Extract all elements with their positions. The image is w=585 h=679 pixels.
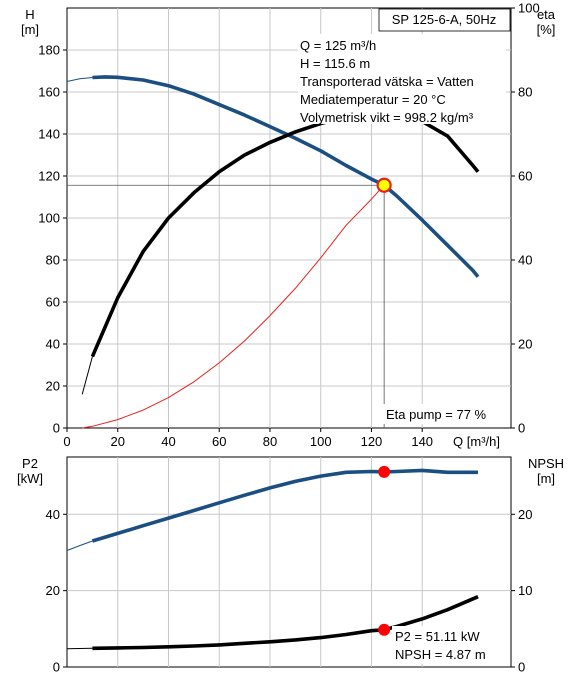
y-left-tick-label: 120 bbox=[38, 169, 60, 184]
bottom-points bbox=[378, 465, 391, 636]
operating-point-marker bbox=[378, 465, 391, 478]
y-right-tick-label: 20 bbox=[518, 507, 532, 522]
x-tick-label: 0 bbox=[63, 434, 70, 449]
y-left-tick-label: 0 bbox=[53, 660, 60, 675]
y-left-label-line1: H bbox=[25, 7, 34, 22]
y-right-tick-label: 0 bbox=[518, 660, 525, 675]
operating-point-marker bbox=[378, 623, 391, 636]
y-left-tick-label: 180 bbox=[38, 43, 60, 58]
x-tick-label: 140 bbox=[411, 434, 433, 449]
y-right-tick-label: 20 bbox=[518, 337, 532, 352]
x-tick-label: 60 bbox=[212, 434, 226, 449]
eta-label-bg bbox=[382, 404, 504, 424]
curve-series bbox=[91, 468, 478, 543]
p2-label-line1: P2 bbox=[22, 456, 38, 471]
p2-value-label: P2 = 51.11 kW bbox=[395, 629, 480, 644]
x-axis-label: Q [m³/h] bbox=[453, 434, 500, 449]
info-line: Q = 125 m³/h bbox=[300, 38, 376, 53]
curve-series-extension bbox=[66, 77, 93, 82]
y-left-tick-label: 20 bbox=[46, 583, 60, 598]
curve-series bbox=[82, 184, 385, 429]
y-left-tick-label: 40 bbox=[46, 337, 60, 352]
y-right-tick-label: 0 bbox=[518, 421, 525, 436]
info-line: Transporterad vätska = Vatten bbox=[300, 74, 474, 89]
title-box bbox=[378, 8, 511, 32]
y-left-tick-label: 0 bbox=[53, 421, 60, 436]
y-right-tick-label: 60 bbox=[518, 169, 532, 184]
x-tick-label: 120 bbox=[361, 434, 383, 449]
info-line: H = 115.6 m bbox=[300, 56, 370, 71]
eta-pump-label: Eta pump = 77 % bbox=[386, 407, 487, 422]
curve-series bbox=[92, 595, 479, 651]
y-left-tick-label: 40 bbox=[46, 507, 60, 522]
y-left-tick-label: 80 bbox=[46, 253, 60, 268]
y-left-label-line2: [m] bbox=[21, 22, 39, 37]
head-efficiency-chart: 0 20 40 60 80 100 120 140 160 180 0 20 40 60 80 100 0 20 4… bbox=[21, 1, 556, 450]
curve-series-extension bbox=[66, 540, 93, 551]
y-right-tick-label: 100 bbox=[518, 1, 540, 16]
y-right-tick-label: 10 bbox=[518, 583, 532, 598]
y-left-tick-label: 100 bbox=[38, 211, 60, 226]
x-tick-label: 20 bbox=[111, 434, 125, 449]
y-left-tick-label: 160 bbox=[38, 85, 60, 100]
y-left-tick-label: 20 bbox=[46, 379, 60, 394]
info-line: Mediatemperatur = 20 °C bbox=[300, 92, 446, 107]
top-grid bbox=[67, 8, 511, 428]
y-right-label-line1: eta bbox=[537, 7, 556, 22]
info-block: Q = 125 m³/h H = 115.6 m Transporterad v… bbox=[298, 34, 506, 125]
power-npsh-chart: 0 20 40 0 10 20 P2 [kW] NPSH [m] P2 = 51.11 k… bbox=[17, 456, 564, 675]
y-left-tick-label: 60 bbox=[46, 295, 60, 310]
npsh-label-line2: [m] bbox=[537, 471, 555, 486]
info-block-bg bbox=[298, 34, 506, 124]
bottom-tick-labels: 0 20 40 0 10 20 bbox=[46, 507, 533, 675]
y-right-label-line2: [%] bbox=[537, 22, 556, 37]
x-tick-label: 40 bbox=[161, 434, 175, 449]
x-tick-label: 100 bbox=[310, 434, 332, 449]
curve-series bbox=[92, 75, 480, 278]
info-line: Volymetrisk vikt = 998.2 kg/m³ bbox=[300, 110, 474, 125]
chart-title: SP 125-6-A, 50Hz bbox=[392, 12, 497, 27]
y-left-tick-label: 140 bbox=[38, 127, 60, 142]
y-right-tick-label: 80 bbox=[518, 85, 532, 100]
curve-series-extension bbox=[81, 356, 93, 395]
y-right-tick-label: 40 bbox=[518, 253, 532, 268]
bottom-curves bbox=[66, 468, 479, 651]
p2-label-line2: [kW] bbox=[17, 471, 43, 486]
duty-point-marker bbox=[376, 177, 392, 193]
bottom-info-bg bbox=[392, 626, 506, 664]
x-tick-label: 80 bbox=[263, 434, 277, 449]
npsh-label-line1: NPSH bbox=[528, 456, 564, 471]
npsh-value-label: NPSH = 4.87 m bbox=[395, 647, 486, 662]
top-tick-labels: 0 20 40 60 80 100 120 140 160 180 0 20 40 60 80 100 0 20 4… bbox=[38, 1, 539, 450]
